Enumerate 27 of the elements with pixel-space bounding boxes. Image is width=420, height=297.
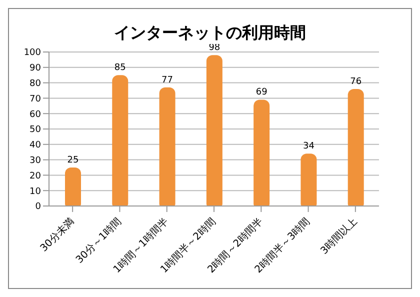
bar xyxy=(65,168,81,206)
y-tick-label: 90 xyxy=(30,64,42,74)
bar xyxy=(254,100,270,206)
y-tick-label: 70 xyxy=(30,94,42,104)
chart-title: インターネットの利用時間 xyxy=(113,23,307,44)
y-tick-label: 100 xyxy=(24,48,42,58)
data-label: 34 xyxy=(302,142,315,152)
bar xyxy=(348,88,364,206)
bar xyxy=(300,154,317,206)
bar xyxy=(206,55,222,206)
data-label: 77 xyxy=(162,75,174,86)
y-tick-label: 60 xyxy=(30,110,42,120)
y-tick-label: 50 xyxy=(30,125,42,136)
y-tick-label: 80 xyxy=(30,78,42,89)
y-tick-label: 30 xyxy=(30,156,42,166)
data-label: 69 xyxy=(256,88,268,98)
data-label: 85 xyxy=(114,63,126,74)
x-tick-label: 30分未満 xyxy=(38,216,77,254)
data-label: 25 xyxy=(67,156,79,166)
y-tick-label: 20 xyxy=(30,171,42,182)
bar xyxy=(112,75,128,206)
data-label: 76 xyxy=(350,76,362,87)
y-tick-label: 10 xyxy=(30,186,42,197)
bar xyxy=(159,87,176,206)
y-tick-label: 40 xyxy=(30,140,42,151)
y-tick-label: 0 xyxy=(35,202,42,212)
x-tick-label: 3時間以上 xyxy=(318,216,360,257)
